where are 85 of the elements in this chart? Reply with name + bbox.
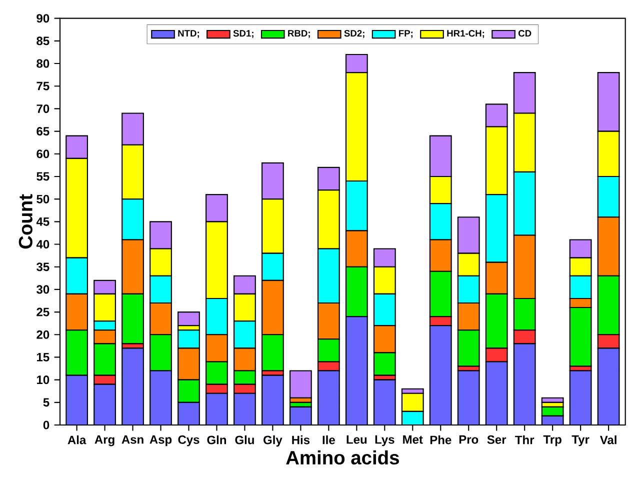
x-tick-label: Thr [515, 435, 534, 444]
y-tick-label: 30 [36, 285, 50, 294]
legend-label: HR1-CH; [447, 30, 484, 38]
y-tick-label: 85 [36, 36, 50, 46]
bar [597, 348, 620, 425]
legend-label: SD2; [344, 30, 364, 38]
bar [178, 330, 200, 349]
bar [289, 370, 312, 398]
bar [290, 406, 312, 425]
x-tick-label: Leu [346, 435, 367, 444]
bar [122, 198, 144, 240]
bar [178, 312, 200, 326]
y-tick-label: 25 [36, 308, 50, 316]
bar [66, 375, 88, 425]
x-tick-label: Phe [430, 435, 452, 444]
bar [401, 392, 424, 412]
x-tick-label: Met [403, 435, 423, 444]
legend-label: SD1; [233, 30, 254, 38]
bar [262, 252, 284, 281]
y-tick-label: 40 [36, 240, 50, 249]
bar [373, 293, 396, 326]
x-tick-label: Cys [178, 435, 200, 446]
y-tick-label: 45 [36, 217, 50, 226]
y-tick-label: 60 [36, 150, 50, 158]
y-tick-label: 90 [36, 14, 50, 23]
bar [206, 393, 228, 425]
bar [234, 320, 256, 349]
y-axis-title: Count [18, 194, 32, 249]
bar [262, 375, 284, 425]
bar [513, 171, 536, 236]
y-tick-label: 10 [37, 376, 50, 384]
x-tick-label: Trp [543, 435, 562, 446]
bar [597, 176, 620, 218]
bar [150, 370, 172, 425]
bar [457, 275, 480, 304]
y-tick-label: 55 [36, 172, 50, 181]
x-tick-label: Lys [375, 435, 394, 446]
x-tick-label: Asp [150, 435, 172, 446]
x-tick-label: His [292, 435, 310, 444]
bar [317, 248, 340, 304]
y-tick-label: 0 [43, 420, 50, 430]
bar [150, 275, 172, 304]
bar [458, 370, 480, 425]
bar [345, 180, 368, 232]
y-tick-label: 5 [43, 398, 50, 407]
x-tick-label: Ile [322, 435, 335, 444]
y-tick-label: 35 [36, 262, 50, 272]
bar [374, 380, 396, 425]
bar [430, 326, 452, 425]
bar [541, 406, 564, 416]
x-tick-label: Ala [68, 435, 86, 444]
legend-label: NTD; [178, 30, 199, 38]
bar [234, 393, 256, 425]
x-tick-label: Asn [122, 435, 144, 444]
x-tick-label: Val [600, 435, 616, 444]
y-tick-label: 20 [36, 330, 50, 339]
bar [94, 384, 116, 425]
x-tick-label: Arg [94, 435, 114, 446]
x-tick-label: Gly [264, 435, 282, 447]
bar [206, 298, 228, 336]
x-tick-label: Glu [235, 435, 254, 444]
bar [570, 370, 592, 425]
y-tick-label: 50 [36, 194, 50, 204]
bar [429, 203, 452, 240]
bar [178, 402, 200, 425]
legend-label: RBD; [288, 30, 310, 38]
bar [66, 257, 88, 294]
y-tick-label: 15 [37, 353, 50, 362]
bar [346, 316, 368, 425]
bar [485, 194, 508, 263]
legend-label: FP; [399, 30, 413, 38]
bar [486, 362, 508, 425]
y-tick-label: 75 [36, 82, 50, 90]
bar [514, 344, 536, 425]
x-tick-label: Ser [487, 435, 506, 444]
legend-label: CD [518, 30, 532, 37]
x-tick-label: Tyr [572, 435, 590, 446]
x-axis-title: Amino acids [286, 450, 399, 465]
bar [318, 370, 340, 425]
x-tick-label: Pro [459, 435, 478, 444]
bar [122, 348, 144, 425]
y-tick-label: 80 [36, 59, 50, 68]
y-tick-label: 65 [36, 127, 50, 136]
y-tick-label: 70 [36, 104, 50, 113]
x-tick-label: Gln [207, 435, 226, 444]
